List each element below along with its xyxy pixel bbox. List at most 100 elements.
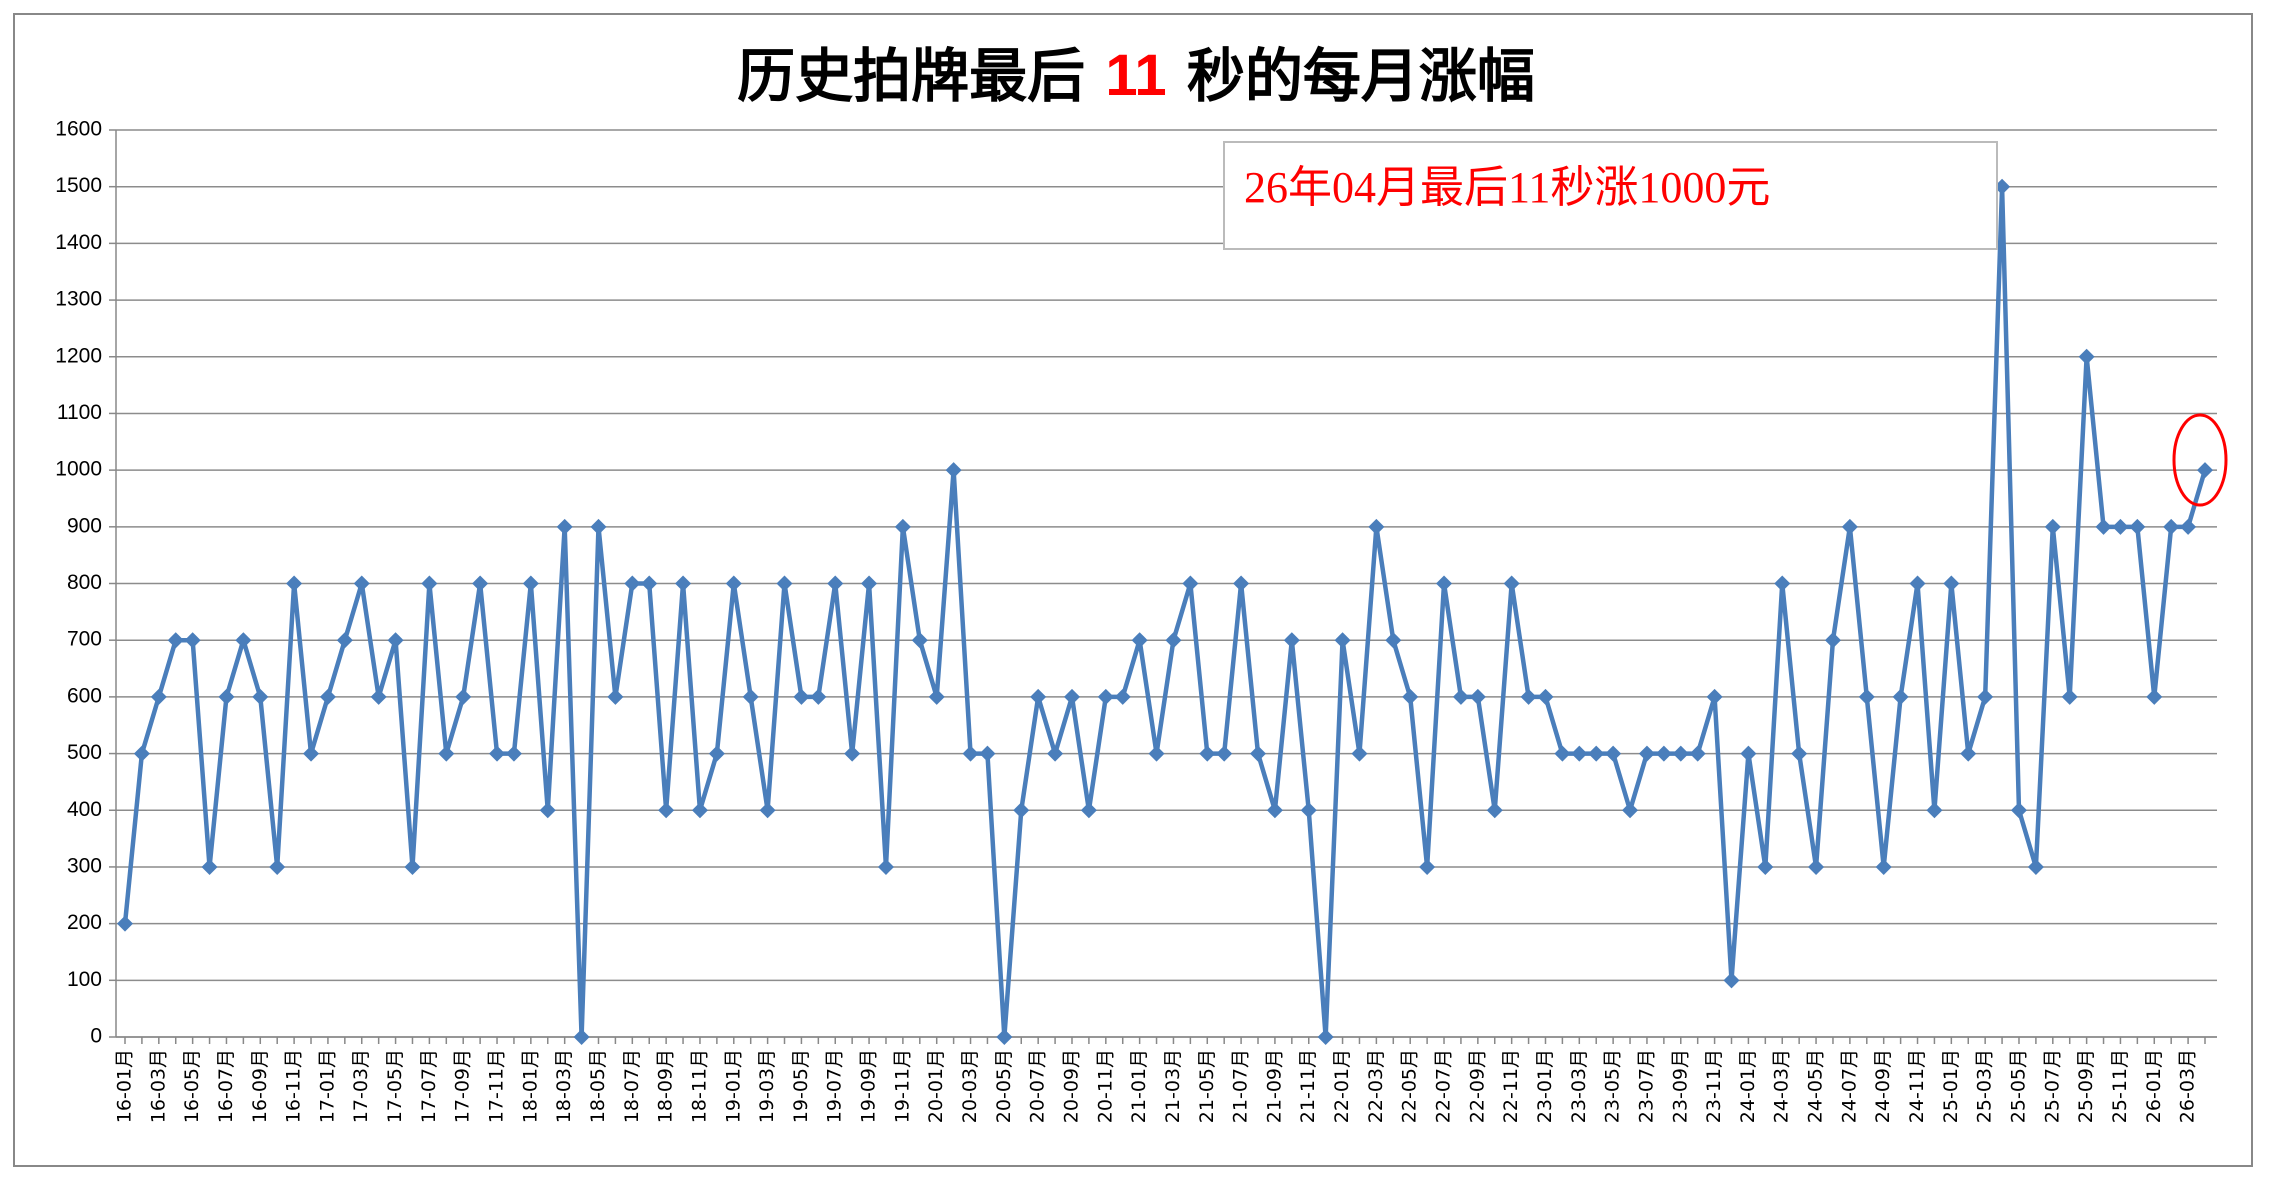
data-point xyxy=(2180,518,2197,535)
data-point xyxy=(353,575,370,592)
data-point xyxy=(1571,745,1588,762)
data-point xyxy=(844,745,861,762)
x-tick-label: 16-11月 xyxy=(283,1049,305,1123)
data-point xyxy=(286,575,303,592)
data-point xyxy=(776,575,793,592)
x-tick-label: 19-05月 xyxy=(790,1049,812,1123)
axes: 0 100 200 300 400 500 600 700 800 900 1000 1100 1200… xyxy=(55,118,2217,1123)
x-tick-label: 22-03月 xyxy=(1365,1049,1387,1123)
data-point xyxy=(877,858,894,875)
x-tick-label: 21-03月 xyxy=(1162,1049,1184,1123)
x-tick-label: 23-03月 xyxy=(1568,1049,1590,1123)
data-point xyxy=(624,575,641,592)
x-tick-label: 20-03月 xyxy=(959,1049,981,1123)
y-tick-label: 500 xyxy=(67,741,102,764)
data-point xyxy=(1909,575,1926,592)
x-tick-label: 24-11月 xyxy=(1906,1049,1928,1123)
data-point xyxy=(1368,518,1385,535)
data-point xyxy=(1791,745,1808,762)
data-point xyxy=(489,745,506,762)
data-point xyxy=(691,802,708,819)
x-tick-label: 26-01月 xyxy=(2143,1049,2165,1123)
data-point xyxy=(1047,745,1064,762)
data-point xyxy=(928,688,945,705)
y-tick-label: 200 xyxy=(67,911,102,934)
data-point xyxy=(303,745,320,762)
data-point xyxy=(2044,518,2061,535)
data-point xyxy=(1199,745,1216,762)
data-point xyxy=(1063,688,1080,705)
data-point xyxy=(1419,858,1436,875)
x-tick-label: 17-07月 xyxy=(418,1049,440,1123)
x-tick-label: 21-07月 xyxy=(1230,1049,1252,1123)
data-point xyxy=(167,632,184,649)
x-tick-label: 22-07月 xyxy=(1433,1049,1455,1123)
annotation: 26年04月最后11秒涨1000元 xyxy=(1244,163,1770,212)
data-point xyxy=(269,858,286,875)
data-point xyxy=(962,745,979,762)
data-point xyxy=(472,575,489,592)
x-tick-label: 23-05月 xyxy=(1602,1049,1624,1123)
title-part: 历史拍牌最后 xyxy=(737,42,1105,110)
data-point xyxy=(793,688,810,705)
title-part: 秒的每月涨幅 xyxy=(1167,42,1535,110)
data-point xyxy=(1706,688,1723,705)
data-point xyxy=(336,632,353,649)
y-tick-label: 900 xyxy=(67,514,102,537)
data-point xyxy=(1740,745,1757,762)
data-point xyxy=(404,858,421,875)
x-tick-label: 20-05月 xyxy=(993,1049,1015,1123)
data-point xyxy=(1554,745,1571,762)
data-point xyxy=(1317,1029,1334,1045)
x-tick-label: 18-11月 xyxy=(688,1049,710,1123)
x-tick-label: 22-05月 xyxy=(1399,1049,1421,1123)
data-point xyxy=(911,632,928,649)
data-point xyxy=(742,688,759,705)
data-point xyxy=(725,575,742,592)
data-point xyxy=(1689,745,1706,762)
data-point xyxy=(1537,688,1554,705)
y-tick-label: 1500 xyxy=(55,174,102,197)
data-point xyxy=(894,518,911,535)
data-point xyxy=(235,632,252,649)
data-point xyxy=(2112,518,2129,535)
data-point xyxy=(641,575,658,592)
data-point xyxy=(2095,518,2112,535)
data-point xyxy=(1165,632,1182,649)
data-point xyxy=(370,688,387,705)
data-point xyxy=(319,688,336,705)
data-point xyxy=(1233,575,1250,592)
data-point xyxy=(133,745,150,762)
y-tick-label: 1000 xyxy=(55,458,102,481)
data-point xyxy=(201,858,218,875)
x-tick-label: 19-07月 xyxy=(824,1049,846,1123)
data-point xyxy=(1588,745,1605,762)
data-point xyxy=(996,1029,1013,1045)
data-point xyxy=(658,802,675,819)
x-tick-label: 20-07月 xyxy=(1027,1049,1049,1123)
data-point xyxy=(1824,632,1841,649)
annotation-box xyxy=(1223,141,1998,250)
x-tick-label: 20-09月 xyxy=(1060,1049,1082,1123)
x-tick-label: 25-07月 xyxy=(2041,1049,2063,1123)
data-point xyxy=(1858,688,1875,705)
data-point xyxy=(1808,858,1825,875)
data-point xyxy=(1503,575,1520,592)
data-point xyxy=(556,518,573,535)
data-point xyxy=(2129,518,2146,535)
x-tick-label: 22-09月 xyxy=(1466,1049,1488,1123)
data-point xyxy=(1943,575,1960,592)
data-point xyxy=(1960,745,1977,762)
data-point xyxy=(1757,858,1774,875)
data-point xyxy=(1250,745,1267,762)
data-point xyxy=(759,802,776,819)
data-point xyxy=(1216,745,1233,762)
data-point xyxy=(1266,802,1283,819)
data-point xyxy=(1013,802,1030,819)
x-tick-label: 23-07月 xyxy=(1635,1049,1657,1123)
data-point xyxy=(438,745,455,762)
x-tick-label: 16-05月 xyxy=(181,1049,203,1123)
data-point xyxy=(1605,745,1622,762)
y-tick-label: 300 xyxy=(67,854,102,877)
y-tick-label: 1200 xyxy=(55,344,102,367)
